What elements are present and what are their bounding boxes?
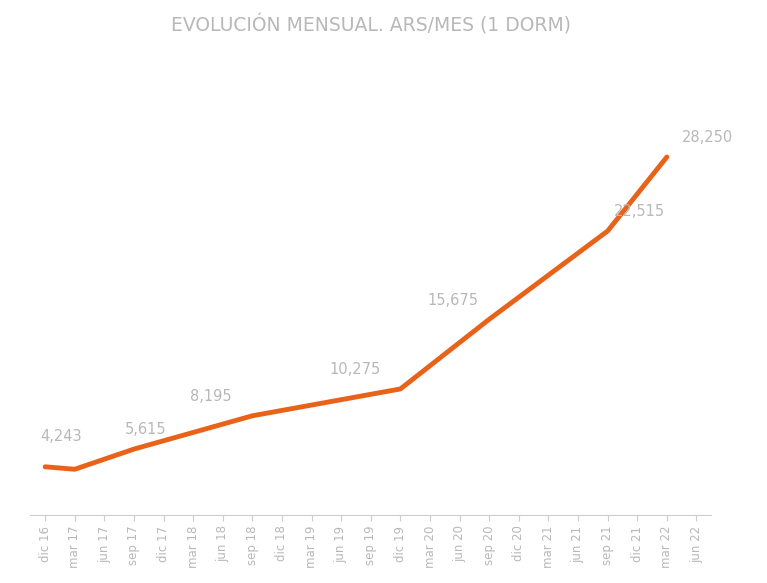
Text: 22,515: 22,515 xyxy=(614,205,665,219)
Text: 10,275: 10,275 xyxy=(329,363,380,377)
Text: 8,195: 8,195 xyxy=(190,389,232,404)
Text: 4,243: 4,243 xyxy=(41,429,82,444)
Text: 15,675: 15,675 xyxy=(427,293,478,308)
Text: 5,615: 5,615 xyxy=(125,423,166,437)
Title: EVOLUCIÓN MENSUAL. ARS/MES (1 DORM): EVOLUCIÓN MENSUAL. ARS/MES (1 DORM) xyxy=(171,15,571,36)
Text: 28,250: 28,250 xyxy=(682,131,733,145)
